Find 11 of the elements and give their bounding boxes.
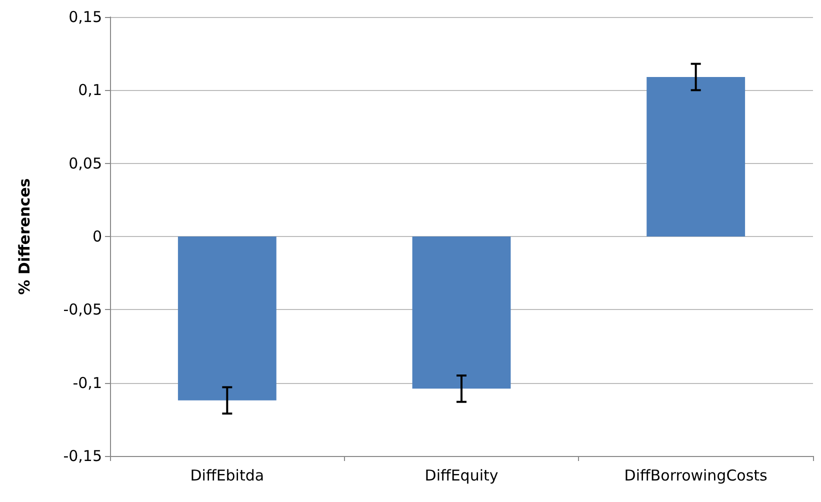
y-tick-label: -0,1: [72, 374, 102, 392]
x-tick-label: DiffBorrowingCosts: [624, 466, 768, 484]
y-tick-label: 0,1: [78, 81, 102, 100]
y-tick-label: 0,05: [68, 154, 102, 172]
x-tick-label: DiffEquity: [424, 466, 498, 484]
y-axis-title: % Differences: [16, 178, 34, 295]
x-tick-label: DiffEbitda: [190, 466, 264, 484]
y-tick-label: -0,15: [63, 447, 102, 465]
y-tick-label: -0,05: [63, 300, 102, 319]
y-tick-label: 0: [92, 228, 102, 246]
y-tick-label: 0,15: [68, 8, 102, 26]
